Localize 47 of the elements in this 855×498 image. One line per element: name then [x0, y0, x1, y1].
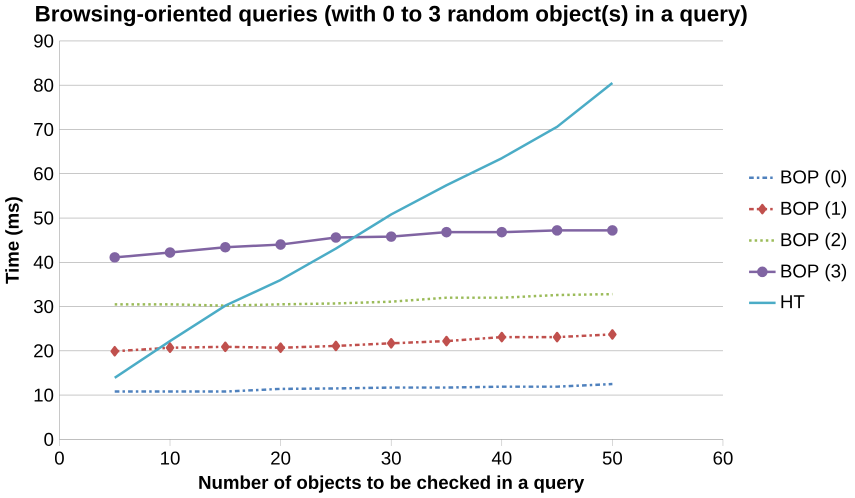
y-tick-label: 50 [34, 211, 54, 225]
y-tick-label: 40 [34, 256, 54, 269]
point [608, 329, 617, 340]
point [442, 336, 451, 346]
y-axis-title: Time (ms) [5, 197, 23, 284]
legend-label: BOP (3) [781, 264, 846, 282]
point [276, 342, 285, 354]
point [552, 225, 562, 236]
point [386, 231, 396, 242]
legend-label: BOP (1) [781, 201, 846, 219]
point [386, 338, 396, 349]
x-tick-label: 50 [602, 452, 622, 465]
point [607, 225, 618, 236]
point [441, 226, 452, 238]
x-tick-label: 10 [161, 452, 180, 465]
line-series [113, 292, 614, 307]
y-tick-label: 20 [34, 344, 54, 358]
y-tick-label: 90 [34, 34, 54, 48]
point [110, 346, 119, 357]
x-tick-label: 40 [492, 452, 512, 465]
point [330, 232, 342, 243]
point [275, 239, 286, 250]
point [166, 342, 174, 354]
x-tick-label: 20 [271, 452, 290, 465]
point [221, 342, 230, 352]
point [332, 340, 340, 352]
point [220, 242, 231, 253]
point [552, 332, 562, 342]
chart-title: Browsing-oriented queries (with 0 to 3 random object(s) in a query) [36, 5, 747, 26]
x-axis-title: Number of objects to be checked in a query [199, 475, 584, 493]
y-tick-label: 10 [34, 388, 54, 402]
y-tick-label: 30 [34, 300, 54, 314]
x-tick-label: 60 [714, 452, 733, 465]
x-tick-label: 30 [382, 452, 401, 465]
point [164, 247, 176, 258]
point [109, 252, 120, 263]
legend-label: BOP (0) [781, 170, 846, 188]
y-tick-label: 70 [34, 122, 54, 136]
y-tick-label: 80 [34, 78, 54, 92]
x-tick-label: 0 [54, 452, 64, 465]
legend-label: HT [781, 295, 804, 308]
y-tick-label: 60 [34, 167, 54, 180]
y-tick-label: 0 [44, 432, 54, 446]
legend-label: BOP (2) [781, 232, 846, 250]
point [496, 226, 508, 238]
point [498, 332, 506, 342]
line-series [113, 82, 614, 380]
